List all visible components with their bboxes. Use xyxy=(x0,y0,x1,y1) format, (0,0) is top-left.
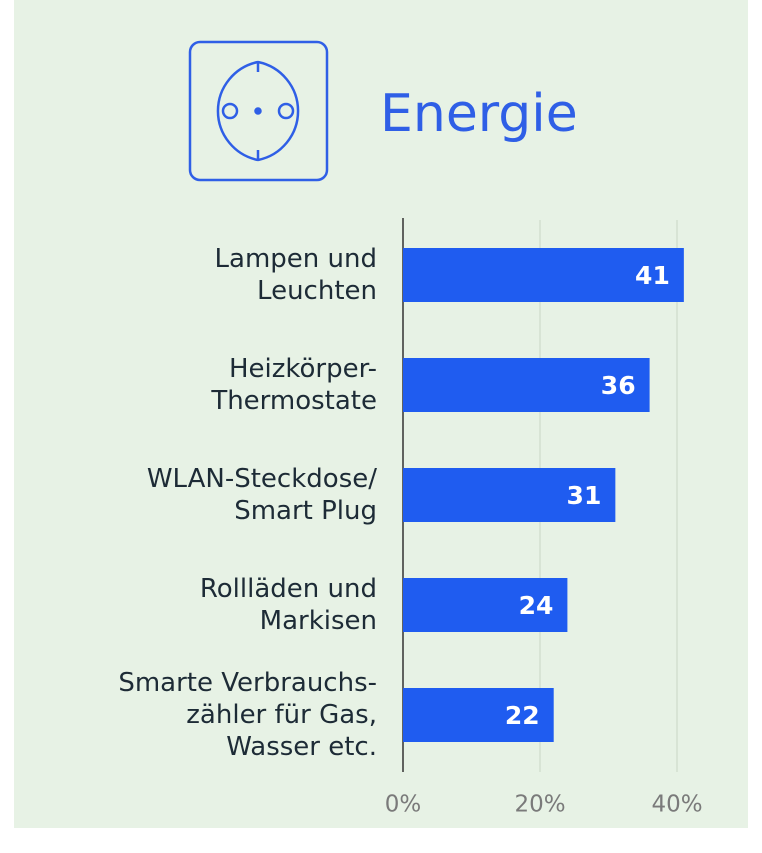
bar xyxy=(403,578,568,632)
y-tick-label: WLAN-Steckdose/Smart Plug xyxy=(147,464,377,526)
data-label: 31 xyxy=(567,481,602,510)
y-tick-label-line: Markisen xyxy=(260,606,377,636)
panel xyxy=(14,0,748,828)
y-tick-label: Lampen und Leuchten xyxy=(215,244,377,306)
y-tick-label-line: Wasser etc. xyxy=(226,732,377,762)
y-tick-label-line: Smart Plug xyxy=(234,496,377,526)
y-tick-label-line: Leuchten xyxy=(257,276,377,306)
y-tick-label: Rollläden und Markisen xyxy=(200,574,377,636)
y-tick-label-line: Smarte Verbrauchs- xyxy=(118,668,377,698)
y-tick-label: Smarte Verbrauchs-zähler für Gas, Wasser … xyxy=(118,668,377,762)
socket-icon xyxy=(188,40,329,182)
y-tick-label-line: Rollläden und xyxy=(200,574,377,604)
bar xyxy=(403,688,554,742)
x-tick-label: 40% xyxy=(651,792,702,818)
y-tick-label-line: WLAN-Steckdose/ xyxy=(147,464,377,494)
chart-title: Energie xyxy=(380,84,578,144)
data-label: 22 xyxy=(505,701,540,730)
data-label: 36 xyxy=(601,371,636,400)
data-label: 41 xyxy=(635,261,670,290)
x-tick-label: 0% xyxy=(385,792,422,818)
y-tick-label-line: zähler für Gas, xyxy=(186,700,377,730)
y-tick-label-line: Heizkörper- xyxy=(229,354,377,384)
data-label: 24 xyxy=(519,591,554,620)
y-tick-label: Heizkörper-Thermostate xyxy=(210,354,377,416)
bar xyxy=(403,358,650,412)
bar xyxy=(403,468,616,522)
y-tick-label-line: Thermostate xyxy=(210,386,377,416)
y-tick-label-line: Lampen und xyxy=(215,244,377,274)
bar xyxy=(403,248,684,302)
x-tick-label: 20% xyxy=(514,792,565,818)
